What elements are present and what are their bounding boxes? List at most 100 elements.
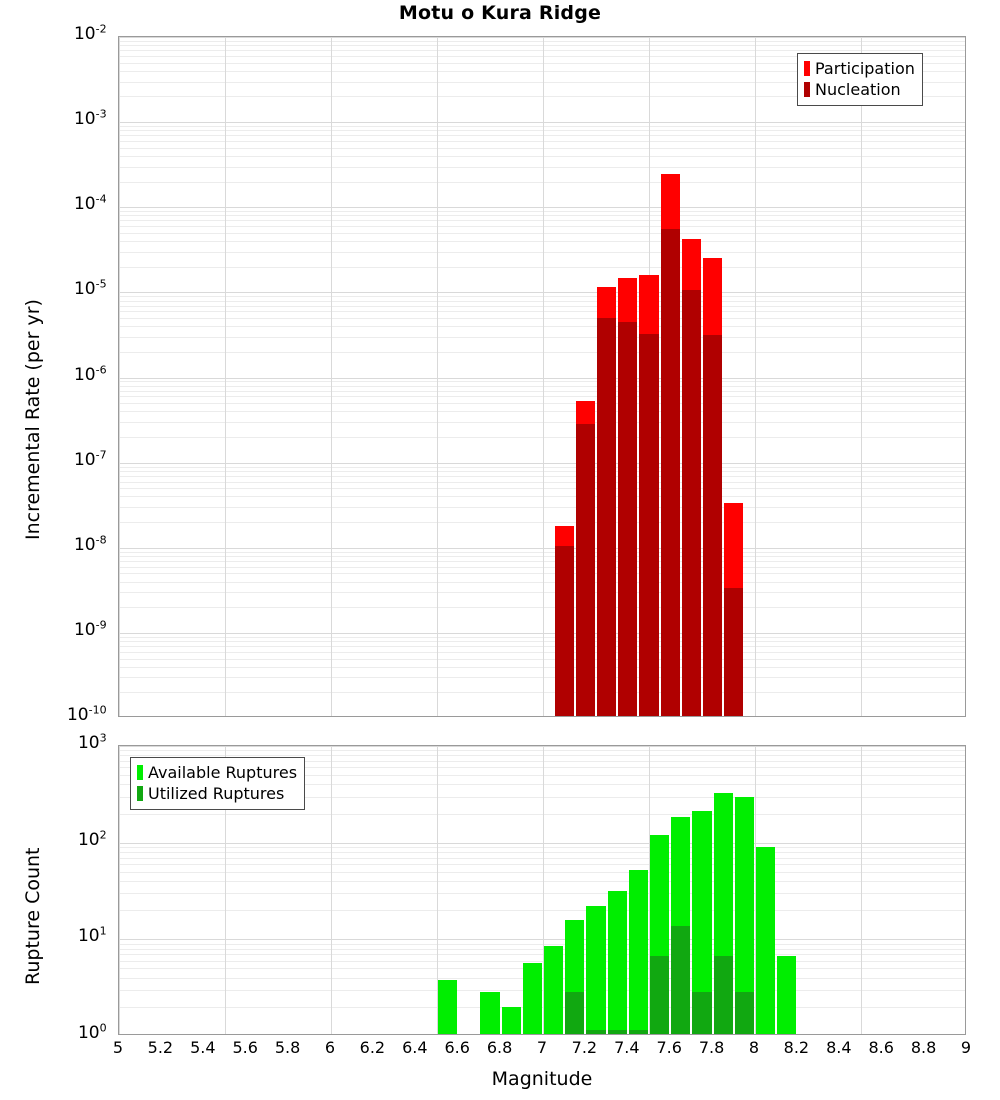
legend-item-nucleation[interactable]: Nucleation [804, 79, 915, 100]
gridline-vertical [119, 746, 120, 1034]
x-axis-tick-label: 7.6 [656, 1038, 682, 1057]
gridline-major [119, 378, 965, 379]
gridline-minor [119, 755, 965, 756]
legend-top: Participation Nucleation [797, 53, 923, 107]
gridline-minor [119, 471, 965, 472]
gridline-minor [119, 233, 965, 234]
gridline-vertical [225, 746, 226, 1034]
bar-segment-nucleation [703, 334, 723, 716]
y-axis-label-bottom: Rupture Count [22, 847, 44, 986]
legend-item-available[interactable]: Available Ruptures [137, 762, 297, 783]
y-axis-tick-label: 10-5 [73, 277, 107, 300]
gridline-minor [119, 41, 965, 42]
gridline-minor [119, 961, 965, 962]
bar-rupture-count [522, 746, 542, 1034]
gridline-minor [119, 990, 965, 991]
bar-segment-available [480, 992, 500, 1034]
gridline-minor [119, 507, 965, 508]
bar-rupture-count [501, 746, 521, 1034]
legend-label-available: Available Ruptures [148, 763, 298, 782]
bar-rupture-count [438, 746, 458, 1034]
x-axis-tick-label: 8.2 [783, 1038, 810, 1057]
gridline-minor [119, 496, 965, 497]
gridline-vertical [861, 37, 862, 716]
x-axis-tick-label: 7.8 [698, 1038, 725, 1057]
bar-segment-utilized [671, 926, 691, 1034]
bar-segment-available [586, 906, 606, 1034]
gridline-minor [119, 318, 965, 319]
gridline-minor [119, 641, 965, 642]
legend-swatch-utilized [137, 786, 143, 802]
gridline-minor [119, 573, 965, 574]
gridline-minor [119, 488, 965, 489]
bar-rupture-count [586, 746, 606, 1034]
y-axis-tick-label: 10-10 [66, 703, 107, 725]
gridline-minor [119, 396, 965, 397]
bar-segment-available [438, 980, 458, 1034]
bar-incremental-rate [618, 37, 638, 716]
gridline-minor [119, 71, 965, 72]
gridline-minor [119, 677, 965, 678]
gridline-minor [119, 63, 965, 64]
bar-segment-utilized [586, 1029, 606, 1034]
bar-rupture-count [713, 746, 733, 1034]
gridline-minor [119, 637, 965, 638]
gridline-minor [119, 775, 965, 776]
bar-segment-nucleation [597, 318, 617, 716]
bar-segment-nucleation [660, 228, 680, 716]
bar-segment-available [692, 810, 712, 1034]
gridline-minor [119, 582, 965, 583]
grid-bottom [119, 746, 965, 1034]
bar-segment-utilized [607, 1029, 627, 1034]
legend-item-utilized[interactable]: Utilized Ruptures [137, 783, 297, 804]
gridline-vertical [225, 37, 226, 716]
gridline-minor [119, 326, 965, 327]
gridline-minor [119, 301, 965, 302]
legend-swatch-available [137, 765, 143, 781]
gridline-vertical [543, 746, 544, 1034]
gridline-minor [119, 306, 965, 307]
gridline-vertical [119, 37, 120, 716]
x-axis-tick-label: 7 [536, 1038, 548, 1057]
bar-rupture-count [628, 746, 648, 1034]
x-axis-tick-label: 6.8 [486, 1038, 513, 1057]
gridline-minor [119, 267, 965, 268]
gridline-major [119, 292, 965, 293]
bar-segment-nucleation [618, 322, 638, 716]
gridline-vertical [649, 746, 650, 1034]
gridline-minor [119, 592, 965, 593]
x-axis-tick-label: 7.2 [571, 1038, 598, 1057]
gridline-minor [119, 646, 965, 647]
bar-incremental-rate [703, 37, 723, 716]
gridline-minor [119, 476, 965, 477]
bar-incremental-rate [639, 37, 659, 716]
bar-incremental-rate [597, 37, 617, 716]
gridline-minor [119, 386, 965, 387]
gridline-minor [119, 944, 965, 945]
gridline-minor [119, 220, 965, 221]
gridline-minor [119, 215, 965, 216]
gridline-minor [119, 949, 965, 950]
bar-rupture-count [650, 746, 670, 1034]
gridline-major [119, 843, 965, 844]
gridline-vertical [543, 37, 544, 716]
gridline-minor [119, 761, 965, 762]
y-axis-tick-label: 101 [77, 924, 107, 947]
gridline-minor [119, 750, 965, 751]
bar-segment-available [777, 956, 797, 1034]
gridline-minor [119, 767, 965, 768]
bar-incremental-rate [724, 37, 744, 716]
legend-item-participation[interactable]: Participation [804, 58, 915, 79]
bar-segment-utilized [565, 992, 585, 1034]
y-axis-tick-label: 103 [77, 731, 107, 753]
gridline-minor [119, 226, 965, 227]
y-axis-tick-label: 10-2 [73, 22, 107, 44]
gridline-minor [119, 148, 965, 149]
gridline-minor [119, 352, 965, 353]
grid-top [119, 37, 965, 716]
x-axis-tick-label: 9 [960, 1038, 972, 1057]
gridline-minor [119, 96, 965, 97]
gridline-major [119, 633, 965, 634]
gridline-minor [119, 814, 965, 815]
